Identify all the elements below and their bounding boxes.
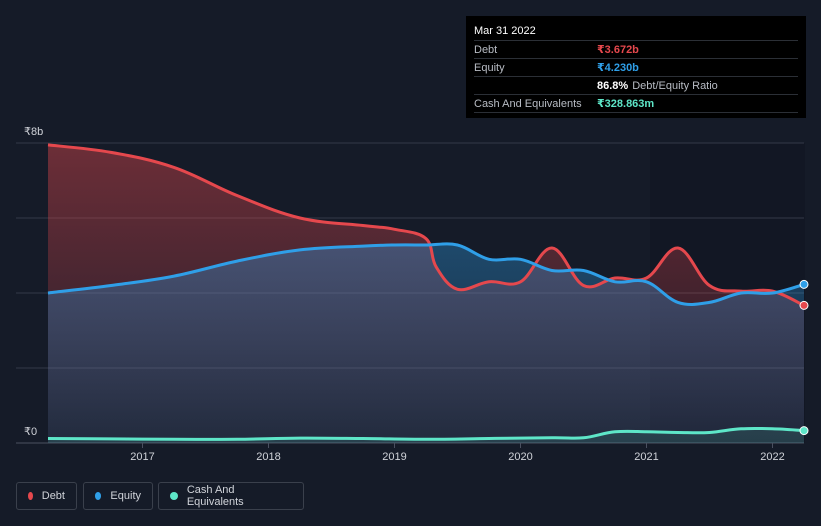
x-tick-label-2021: 2021 xyxy=(634,451,659,463)
debt-line xyxy=(47,143,805,307)
tooltip-debt-label: Debt xyxy=(474,43,498,56)
y-tick-label-bottom: ₹0 xyxy=(24,426,38,438)
x-tick-label-2019: 2019 xyxy=(382,451,407,463)
legend-debt-label: Debt xyxy=(41,490,65,502)
tooltip-row-cash: Cash And Equivalents ₹328.863m xyxy=(474,94,798,113)
legend-cash[interactable]: Cash And Equivalents xyxy=(158,482,304,510)
tooltip-equity-label: Equity xyxy=(474,61,505,74)
tooltip-ratio-label: Debt/Equity Ratio xyxy=(632,79,718,92)
y-tick-label-top: ₹8b xyxy=(24,126,44,138)
tooltip-date: Mar 31 2022 xyxy=(474,25,536,37)
equity-line xyxy=(47,242,805,306)
cash-end-point[interactable] xyxy=(799,426,809,436)
debt-end-point[interactable] xyxy=(799,300,809,310)
legend-debt[interactable]: Debt xyxy=(16,482,77,510)
legend-equity[interactable]: Equity xyxy=(83,482,153,510)
legend-debt-dot xyxy=(28,492,33,500)
legend-equity-dot xyxy=(95,492,102,500)
x-tick-label-2022: 2022 xyxy=(760,451,785,463)
tooltip-row-debt: Debt ₹3.672b xyxy=(474,40,798,58)
legend-cash-label: Cash And Equivalents xyxy=(186,484,244,508)
x-tick-marks xyxy=(142,443,773,448)
legend-equity-label: Equity xyxy=(110,490,141,502)
tooltip-row-ratio: 86.8% Debt/Equity Ratio xyxy=(474,76,798,94)
x-tick-label-2020: 2020 xyxy=(508,451,533,463)
x-tick-label-2018: 2018 xyxy=(256,451,281,463)
tooltip-row-equity: Equity ₹4.230b xyxy=(474,58,798,76)
tooltip-equity-value: ₹4.230b xyxy=(597,62,639,74)
tooltip-cash-value: ₹328.863m xyxy=(597,98,655,110)
tooltip-cash-label: Cash And Equivalents xyxy=(474,97,582,110)
equity-end-point[interactable] xyxy=(799,279,809,289)
equity-area xyxy=(48,243,804,443)
tooltip-ratio-value: 86.8% xyxy=(597,79,629,92)
legend-cash-dot xyxy=(170,492,178,500)
tooltip-debt-value: ₹3.672b xyxy=(597,44,639,56)
cash-line xyxy=(47,426,805,441)
x-tick-label-2017: 2017 xyxy=(130,451,155,463)
data-tooltip: Mar 31 2022 Debt ₹3.672b Equity ₹4.230b … xyxy=(466,16,806,118)
